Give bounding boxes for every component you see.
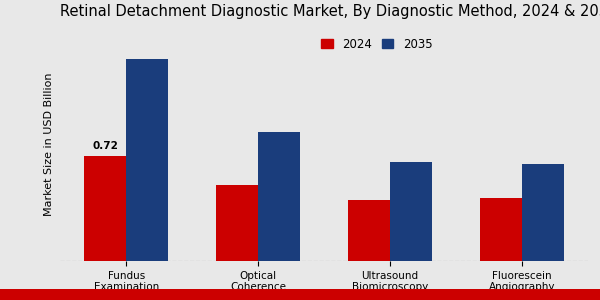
Bar xyxy=(216,185,258,261)
Text: Retinal Detachment Diagnostic Market, By Diagnostic Method, 2024 & 2035: Retinal Detachment Diagnostic Market, By… xyxy=(60,4,600,19)
Text: 0.72: 0.72 xyxy=(92,141,118,151)
Y-axis label: Market Size in USD Billion: Market Size in USD Billion xyxy=(44,72,55,216)
Bar xyxy=(479,198,522,261)
Bar xyxy=(258,132,300,261)
Legend: 2024, 2035: 2024, 2035 xyxy=(316,33,437,55)
Bar xyxy=(390,161,432,261)
Bar xyxy=(522,164,564,261)
Bar xyxy=(348,200,390,261)
Bar xyxy=(126,59,169,261)
Bar xyxy=(84,156,126,261)
